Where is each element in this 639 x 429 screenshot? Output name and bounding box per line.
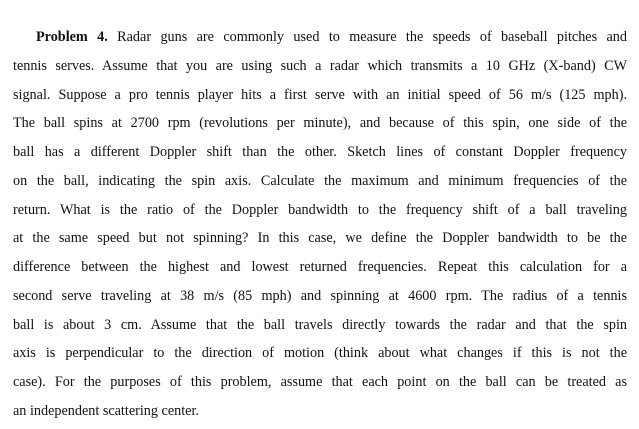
text-line: axis is perpendicular to the direction o…	[13, 345, 627, 362]
text-line: case). For the purposes of this problem,…	[13, 374, 627, 390]
text-line: signal. Suppose a pro tennis player hits…	[13, 86, 627, 103]
text-line: ball has a different Doppler shift than …	[13, 144, 627, 160]
text-line: tennis serves. Assume that you are using…	[13, 57, 627, 74]
problem-heading: Problem 4.	[36, 29, 108, 45]
text-line: ball is about 3 cm. Assume that the ball…	[13, 316, 627, 333]
problem-paragraph: Problem 4. Radar guns are commonly used …	[13, 26, 627, 429]
text-line: difference between the highest and lowes…	[13, 259, 627, 275]
text-line: return. What is the ratio of the Doppler…	[13, 201, 627, 218]
text-line: second serve traveling at 38 m/s (85 mph…	[13, 287, 627, 304]
text-line: an independent scattering center.	[13, 402, 199, 419]
text-line: at the same speed but not spinning? In t…	[13, 230, 627, 247]
text-line: on the ball, indicating the spin axis. C…	[13, 172, 627, 189]
text-line: Problem 4. Radar guns are commonly used …	[36, 29, 627, 45]
text-line: The ball spins at 2700 rpm (revolutions …	[13, 115, 627, 132]
